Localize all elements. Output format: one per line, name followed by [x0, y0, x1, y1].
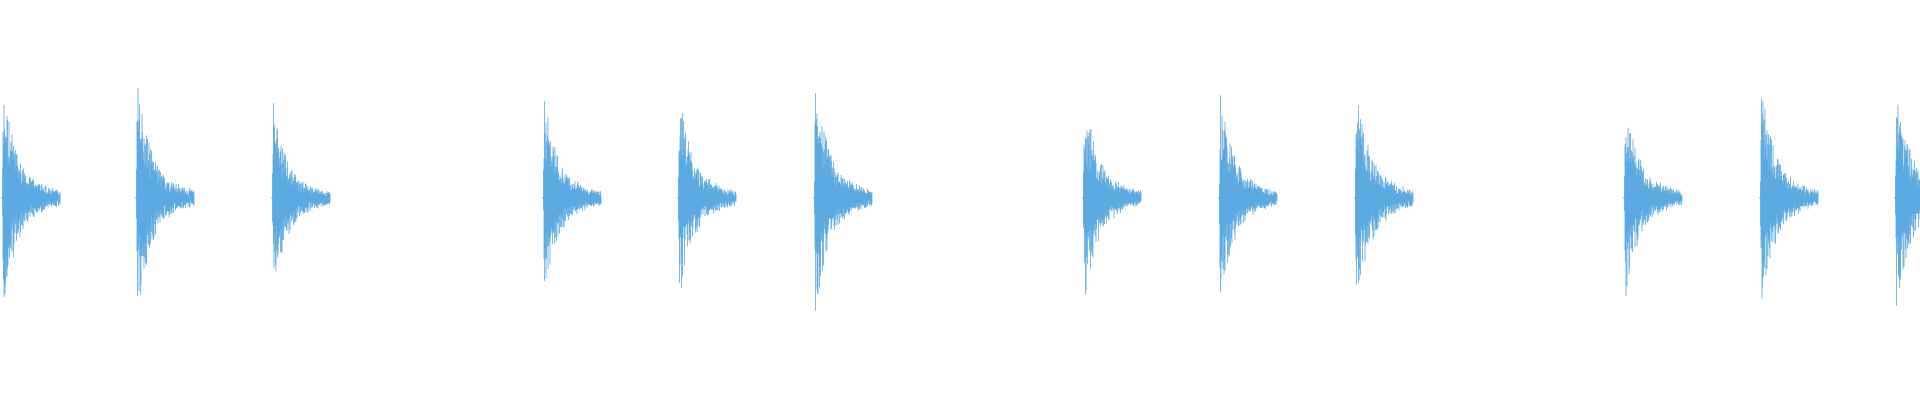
waveform-burst [135, 87, 195, 297]
waveform-burst [1082, 128, 1142, 295]
waveform-burst [542, 101, 602, 281]
waveform-burst [1623, 127, 1683, 296]
waveform-burst [813, 93, 873, 311]
waveform-burst [1, 105, 61, 297]
waveform-burst [1354, 105, 1414, 285]
waveform-burst [1894, 104, 1920, 306]
waveform-burst [677, 113, 737, 288]
waveform-burst [271, 103, 331, 272]
waveform-burst [1759, 98, 1819, 299]
waveform-burst [1218, 95, 1278, 292]
